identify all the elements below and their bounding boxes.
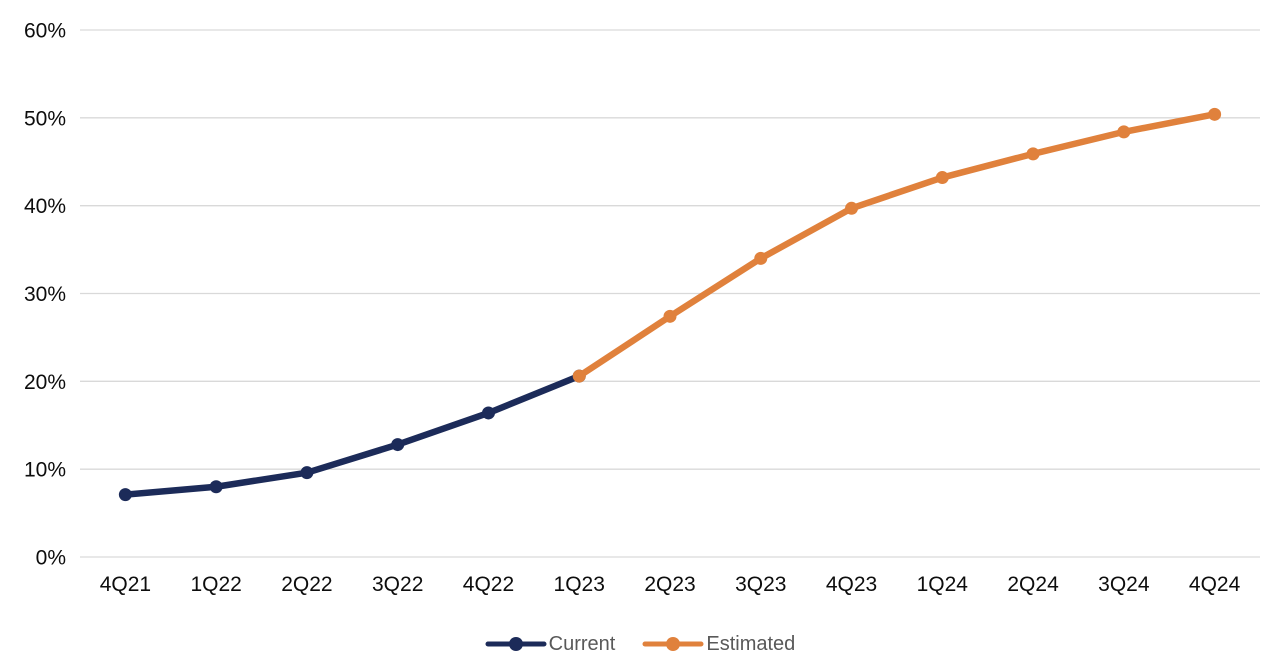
y-axis-tick-label: 0%	[36, 547, 66, 570]
x-axis-tick-label: 1Q22	[190, 573, 241, 596]
y-axis-tick-label: 50%	[24, 107, 66, 130]
y-axis-tick-label: 60%	[24, 20, 66, 43]
current-line-marker-icon	[485, 637, 547, 651]
y-axis-tick-label: 20%	[24, 371, 66, 394]
data-point-estimated	[1117, 125, 1131, 139]
x-axis-tick-label: 3Q24	[1098, 573, 1150, 596]
legend-label-estimated: Estimated	[706, 633, 796, 655]
x-axis-tick-label: 1Q24	[917, 573, 969, 596]
data-point-current	[118, 488, 132, 502]
x-axis-tick-label: 4Q23	[826, 573, 877, 596]
y-axis-tick-label: 10%	[24, 459, 66, 482]
data-point-current	[300, 466, 314, 480]
data-point-estimated	[935, 171, 949, 185]
data-point-estimated	[1208, 107, 1222, 121]
legend-item-estimated: Estimated	[642, 634, 795, 654]
y-axis-tick-label: 40%	[24, 195, 66, 218]
data-point-estimated	[1026, 147, 1040, 161]
estimated-line-marker-icon	[642, 637, 704, 651]
x-axis-tick-label: 4Q21	[100, 573, 151, 596]
x-axis-tick-label: 3Q22	[372, 573, 423, 596]
data-point-estimated	[845, 201, 859, 215]
data-point-estimated	[572, 369, 586, 383]
series-line-estimated	[575, 111, 1218, 380]
legend-label-current: Current	[548, 633, 616, 655]
plot-area: 0% 10% 20% 30% 40% 50% 60% 4Q21 1Q22 2Q22 3Q22 4Q22…	[24, 20, 1260, 596]
x-axis-tick-label: 2Q22	[281, 573, 332, 596]
x-axis-tick-label: 2Q23	[644, 573, 695, 596]
series-line-current	[122, 372, 583, 498]
data-point-current	[481, 406, 495, 420]
legend-item-current: Current	[485, 633, 616, 655]
x-axis-tick-label: 1Q23	[554, 573, 605, 596]
y-axis-tick-label: 30%	[24, 283, 66, 306]
x-axis-tick-label: 3Q23	[735, 573, 786, 596]
x-axis-tick-label: 4Q22	[463, 573, 514, 596]
data-point-current	[391, 438, 405, 452]
data-point-current	[209, 480, 223, 494]
legend: Current Estimated	[0, 634, 1280, 654]
x-axis-tick-label: 2Q24	[1007, 573, 1059, 596]
data-point-estimated	[754, 251, 768, 265]
data-point-estimated	[663, 309, 677, 323]
x-axis-tick-label: 4Q24	[1189, 573, 1241, 596]
